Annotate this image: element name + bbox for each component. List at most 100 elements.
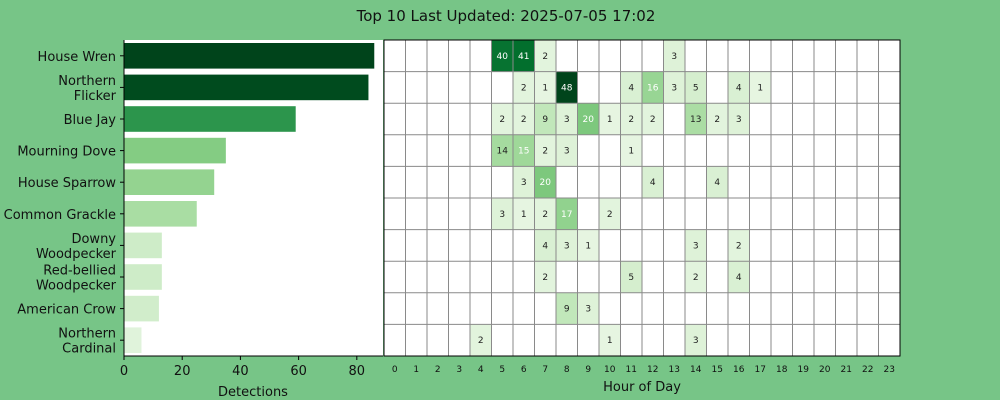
hour-label: 5	[499, 365, 505, 375]
heatmap-cell	[749, 71, 771, 104]
hour-label: 0	[392, 365, 398, 375]
heatmap-cell-label: 2	[628, 115, 634, 125]
heatmap-cell	[491, 103, 513, 135]
hour-label: 19	[798, 365, 810, 375]
heatmap-cell-label: 5	[693, 83, 699, 93]
hour-label: 2	[435, 365, 441, 375]
heatmap-cell	[577, 229, 599, 262]
bar-panel: 0 20 40 60 80 House Wren Northern Flicker Blue …	[4, 40, 383, 400]
hour-label: 15	[712, 365, 723, 375]
heatmap-cell-label: 4	[542, 241, 548, 251]
x-tick-label: 0	[120, 364, 128, 379]
species-label: Mourning Dove	[17, 145, 116, 160]
heatmap-cell	[513, 103, 535, 135]
heatmap-cell	[620, 71, 642, 104]
x-tick-label: 60	[290, 364, 307, 379]
heatmap-cell-label: 4	[650, 178, 656, 188]
heatmap-cell-label: 4	[628, 83, 634, 93]
bar	[124, 327, 142, 353]
heatmap-cell-label: 1	[585, 241, 591, 251]
species-label: Common Grackle	[4, 208, 116, 223]
hour-label: 14	[690, 365, 702, 375]
heatmap-cell-label: 2	[542, 147, 548, 157]
bar	[124, 264, 162, 290]
heatmap-panel: 40 41 2 32 1 48 4 16 3 5 4 12 2 9 3 20 1 2 2 13 2 314 15 2 3 13 20…	[383, 39, 901, 395]
heatmap-cell-label: 15	[518, 147, 529, 157]
heatmap-cell	[685, 71, 707, 104]
heatmap-cell	[620, 134, 642, 167]
heatmap-cell-label: 3	[564, 241, 570, 251]
species-label: House Wren	[38, 50, 116, 65]
heatmap-cell	[728, 261, 750, 293]
heatmap-cell-label: 3	[693, 241, 699, 251]
heatmap-cell-label: 2	[542, 52, 548, 62]
heatmap-cell-label: 4	[736, 273, 742, 283]
heatmap-cell	[685, 261, 707, 293]
heatmap-cell	[534, 103, 556, 135]
heatmap-cell	[599, 324, 621, 356]
heatmap-cell	[685, 324, 707, 356]
heatmap-cell-label: 2	[542, 273, 548, 283]
hour-label: 9	[585, 365, 591, 375]
bar	[124, 43, 375, 69]
heatmap-cell-label: 1	[607, 115, 613, 125]
hour-label: 1	[413, 365, 419, 375]
heatmap-cell	[534, 166, 556, 198]
heatmap-cell	[513, 71, 535, 104]
heatmap-cell-label: 2	[607, 210, 613, 220]
x-tick-label: 20	[174, 364, 191, 379]
hour-label: 13	[669, 365, 680, 375]
heatmap-cell-label: 3	[585, 305, 591, 315]
heatmap-cell-label: 2	[693, 273, 699, 283]
heatmap-cell-label: 20	[540, 178, 552, 188]
hour-label: 16	[733, 365, 745, 375]
heatmap-cell-label: 3	[521, 178, 527, 188]
heatmap-cell-label: 40	[497, 52, 509, 62]
bar	[124, 295, 159, 322]
heatmap-cell	[728, 71, 750, 104]
heatmap-x-axis-title: Hour of Day	[603, 380, 681, 395]
heatmap-cell-label: 3	[564, 147, 570, 157]
heatmap-cell-label: 2	[714, 115, 720, 125]
heatmap-cell-label: 3	[693, 336, 699, 346]
species-label: American Crow	[17, 303, 116, 318]
x-tick-label: 40	[232, 364, 249, 379]
bar	[124, 106, 296, 132]
heatmap-cell	[491, 134, 513, 167]
heatmap-cell	[599, 103, 621, 135]
species-label: Downy Woodpecker	[36, 232, 117, 262]
heatmap-cell	[534, 198, 556, 230]
bar	[124, 74, 369, 101]
heatmap-cell	[513, 198, 535, 230]
bar-x-axis-title: Detections	[218, 385, 288, 400]
heatmap-cell-label: 4	[714, 178, 720, 188]
heatmap-cell-label: 1	[757, 83, 763, 93]
hour-label: 6	[521, 365, 527, 375]
heatmap-cell-label: 48	[561, 83, 573, 93]
heatmap-cell-label: 1	[607, 336, 613, 346]
hour-label: 8	[564, 365, 570, 375]
heatmap-cell	[620, 103, 642, 135]
heatmap-cell	[513, 134, 535, 167]
heatmap-cell-label: 5	[628, 273, 634, 283]
heatmap-cell	[513, 166, 535, 198]
heatmap-cell	[556, 198, 578, 230]
heatmap-cell	[556, 71, 578, 104]
heatmap-cell-label: 3	[736, 115, 742, 125]
heatmap-cell	[642, 71, 664, 104]
heatmap-cell-label: 4	[736, 83, 742, 93]
bar	[124, 232, 162, 259]
current-hour-label: 17	[755, 365, 766, 375]
heatmap-cell-label: 2	[499, 115, 505, 125]
heatmap-cell	[556, 292, 578, 325]
heatmap-cell-label: 1	[542, 83, 548, 93]
heatmap-cell	[685, 103, 707, 135]
species-label: Northern Cardinal	[58, 327, 116, 357]
heatmap-cell	[577, 292, 599, 325]
heatmap-cell	[513, 40, 535, 72]
hour-label: 3	[456, 365, 462, 375]
heatmap-cell-label: 9	[564, 305, 570, 315]
heatmap-cell	[491, 40, 513, 72]
species-label: Northern Flicker	[58, 74, 116, 104]
